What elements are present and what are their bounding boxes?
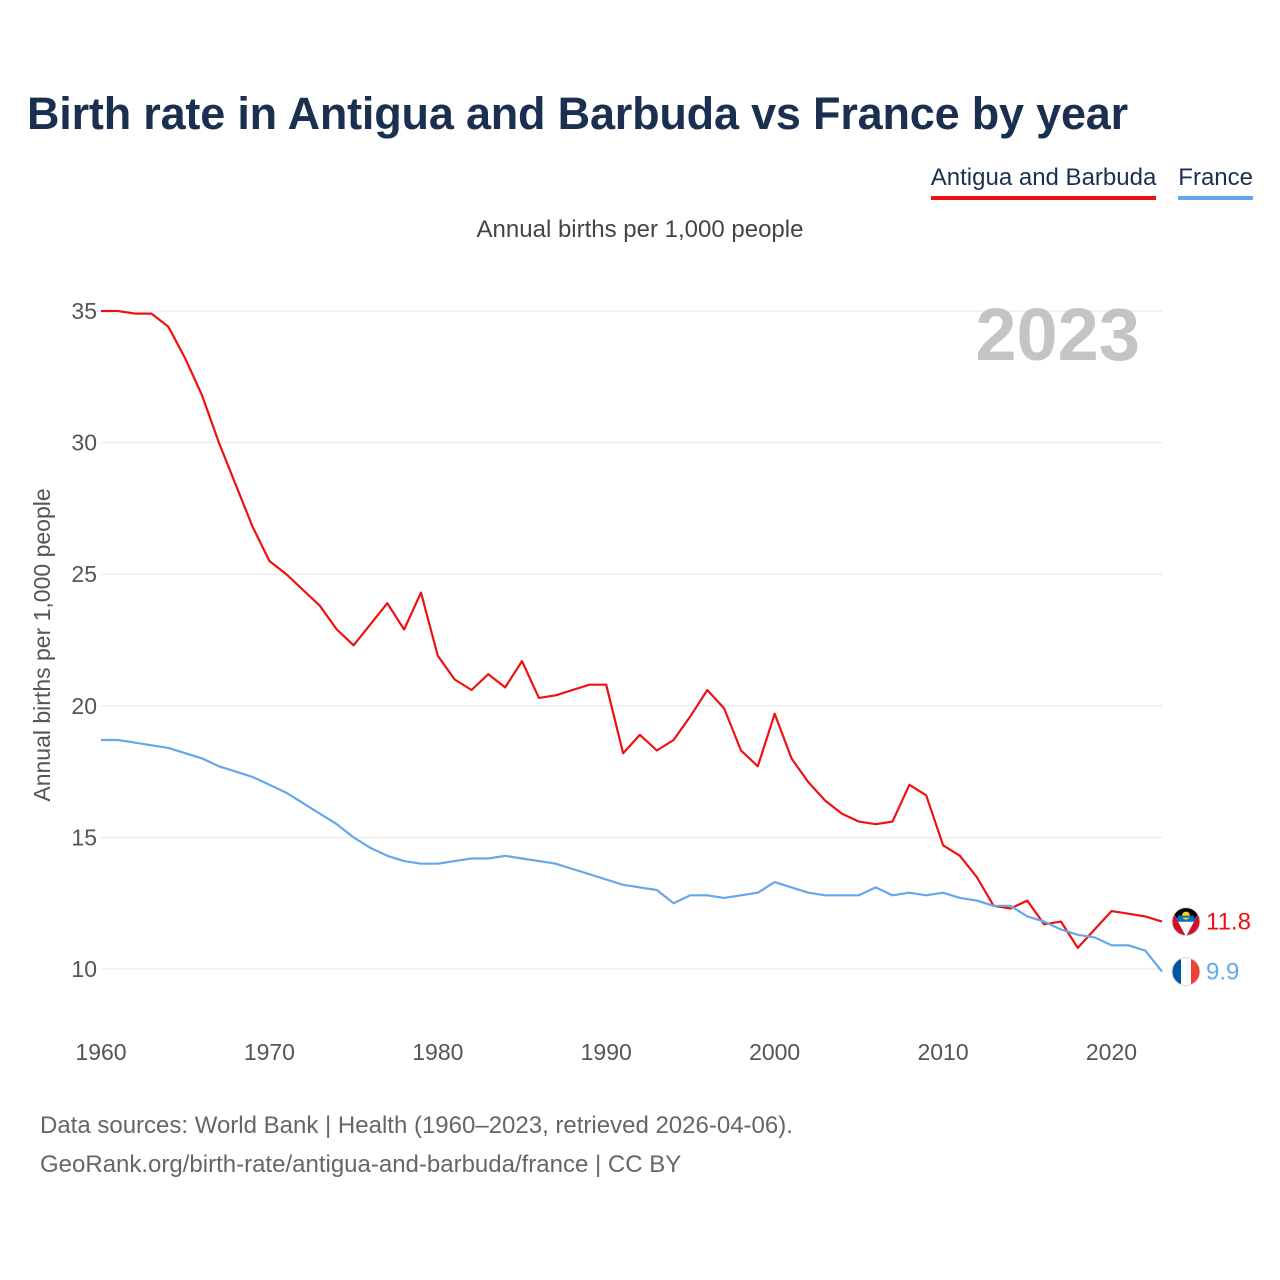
series-line-france bbox=[101, 738, 1163, 973]
series-lines bbox=[101, 309, 1163, 973]
antigua-end-value: 11.8 bbox=[1206, 909, 1251, 936]
x-axis-ticks: 1960 1970 1980 1990 2000 2010 2020 bbox=[75, 1039, 1137, 1065]
y-tick-label: 30 bbox=[71, 430, 97, 456]
x-tick-label: 2020 bbox=[1086, 1039, 1137, 1065]
footer-url-line[interactable]: GeoRank.org/birth-rate/antigua-and-barbu… bbox=[40, 1151, 682, 1178]
y-tick-label: 25 bbox=[71, 561, 97, 587]
grid-lines bbox=[101, 310, 1162, 970]
x-tick-label: 2000 bbox=[749, 1039, 800, 1065]
x-tick-label: 1960 bbox=[75, 1039, 126, 1065]
page-title: Birth rate in Antigua and Barbuda vs Fra… bbox=[27, 88, 1128, 139]
x-tick-label: 1970 bbox=[244, 1039, 295, 1065]
legend-item-france[interactable]: France bbox=[1178, 164, 1253, 200]
series-line-antigua bbox=[101, 309, 1163, 950]
y-tick-label: 35 bbox=[71, 298, 97, 324]
y-tick-label: 15 bbox=[71, 824, 97, 850]
chart-subtitle: Annual births per 1,000 people bbox=[476, 216, 804, 243]
legend: Antigua and Barbuda France bbox=[930, 164, 1253, 200]
antigua-flag-icon bbox=[1171, 907, 1201, 937]
x-tick-label: 1980 bbox=[412, 1039, 463, 1065]
y-tick-label: 10 bbox=[71, 956, 97, 982]
year-watermark: 2023 bbox=[975, 293, 1140, 376]
x-tick-label: 2010 bbox=[917, 1039, 968, 1065]
legend-item-antigua[interactable]: Antigua and Barbuda bbox=[930, 164, 1157, 200]
footer-sources: Data sources: World Bank | Health (1960–… bbox=[40, 1106, 793, 1184]
x-tick-label: 1990 bbox=[581, 1039, 632, 1065]
footer-sources-line: Data sources: World Bank | Health (1960–… bbox=[40, 1112, 793, 1139]
france-flag-icon bbox=[1171, 957, 1201, 987]
y-axis-label: Annual births per 1,000 people bbox=[29, 488, 55, 801]
end-markers: 11.8 9.9 bbox=[1171, 907, 1251, 987]
y-axis-ticks: 10 15 20 25 30 35 bbox=[71, 298, 97, 982]
y-tick-label: 20 bbox=[71, 693, 97, 719]
line-chart: 2023 10 15 20 25 30 35 1960 1970 1980 1990 2000 20… bbox=[29, 293, 1251, 1065]
france-end-value: 9.9 bbox=[1206, 959, 1239, 986]
